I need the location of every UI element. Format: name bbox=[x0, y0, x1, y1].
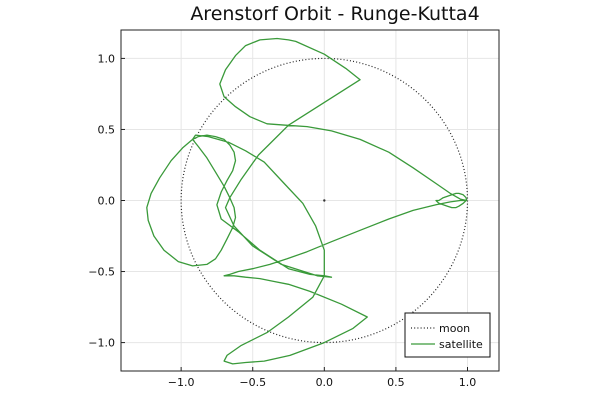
chart-axes: −1.0 −0.5 0.0 0.5 1.0 −1.0 −0.5 0.0 0.5 1.0 bbox=[88, 52, 476, 389]
legend-satellite-label: satellite bbox=[439, 338, 483, 351]
legend-box bbox=[404, 312, 491, 358]
x-tick-label: −0.5 bbox=[239, 376, 266, 389]
x-tick-label: 0.0 bbox=[316, 376, 334, 389]
y-tick-label: 0.0 bbox=[98, 195, 116, 208]
y-tick-label: −0.5 bbox=[88, 266, 115, 279]
legend-moon-label: moon bbox=[439, 322, 470, 335]
y-tick-label: −1.0 bbox=[88, 337, 115, 350]
legend: moon satellite bbox=[404, 312, 491, 358]
y-tick-label: 1.0 bbox=[98, 52, 116, 65]
x-tick-label: −1.0 bbox=[168, 376, 195, 389]
chart-series bbox=[146, 37, 469, 365]
x-tick-label: 1.0 bbox=[459, 376, 477, 389]
satellite-orbit-line bbox=[146, 37, 468, 365]
moon-orbit-line bbox=[180, 57, 469, 344]
x-tick-label: 0.5 bbox=[387, 376, 405, 389]
y-tick-label: 0.5 bbox=[98, 123, 116, 136]
earth-point bbox=[323, 199, 326, 202]
chart-title: Arenstorf Orbit - Runge-Kutta4 bbox=[190, 3, 479, 25]
